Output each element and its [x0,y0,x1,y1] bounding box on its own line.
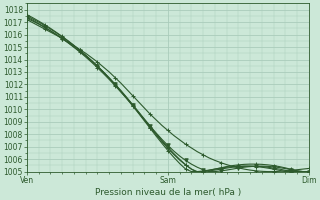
X-axis label: Pression niveau de la mer( hPa ): Pression niveau de la mer( hPa ) [95,188,241,197]
